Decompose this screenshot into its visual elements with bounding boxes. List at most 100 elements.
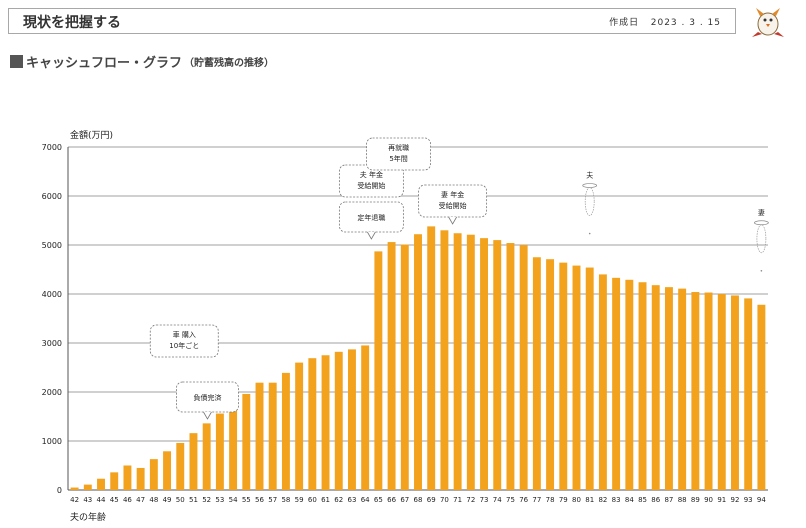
x-tick-label: 64: [361, 496, 370, 504]
x-tick-label: 50: [176, 496, 185, 504]
x-tick-label: 44: [97, 496, 106, 504]
bar: [110, 472, 119, 490]
bar: [281, 372, 290, 490]
section-title-text: キャッシュフロー・グラフ: [26, 56, 183, 71]
x-tick-label: 90: [704, 496, 713, 504]
x-tick-label: 48: [149, 496, 158, 504]
bar: [532, 257, 541, 490]
x-tick-label: 71: [453, 496, 462, 504]
x-tick-label: 68: [414, 496, 423, 504]
bar: [480, 238, 488, 490]
bar: [598, 274, 607, 490]
x-tick-label: 46: [123, 496, 132, 504]
bar: [361, 345, 370, 490]
y-tick-label: 4000: [42, 290, 62, 299]
x-tick-label: 87: [664, 496, 673, 504]
square-bullet-icon: [10, 55, 23, 68]
bar: [268, 382, 277, 490]
bar-series: [70, 226, 766, 491]
bar: [717, 294, 726, 490]
bar: [559, 262, 568, 490]
annotation-text: 受給開始: [439, 201, 467, 210]
bar: [704, 292, 713, 490]
bar: [334, 351, 343, 490]
x-tick-label: 72: [466, 496, 475, 504]
x-tick-label: 62: [334, 496, 343, 504]
bar: [176, 442, 185, 490]
axes: 0 1000 2000 3000 4000 5000 6000 7000 42 43 44 45 46 4…: [42, 143, 767, 504]
x-tick-label: 51: [189, 496, 198, 504]
x-tick-label: 85: [638, 496, 647, 504]
bar: [97, 478, 105, 490]
bar: [123, 465, 132, 490]
bar: [229, 402, 238, 490]
bar: [691, 292, 700, 490]
bar: [572, 265, 581, 490]
x-tick-label: 94: [757, 496, 766, 504]
annotation-callout: 定年退職: [338, 201, 404, 240]
annotation-callout: 再就職 5年間: [366, 137, 431, 171]
x-tick-label: 45: [110, 496, 119, 504]
bar: [348, 349, 356, 490]
y-tick-label: 6000: [42, 192, 62, 201]
bar: [638, 282, 647, 490]
x-tick-label: 56: [255, 496, 264, 504]
bar: [387, 242, 396, 490]
x-tick-label: 58: [281, 496, 290, 504]
bar: [678, 288, 687, 490]
y-axis-label: 金額(万円): [70, 129, 113, 141]
x-tick-label: 60: [308, 496, 317, 504]
x-tick-label: 57: [268, 496, 277, 504]
annotation-text: 5年間: [389, 154, 407, 163]
bar: [427, 226, 436, 490]
x-tick-label: 70: [440, 496, 449, 504]
bar: [625, 279, 634, 490]
x-tick-label: 79: [559, 496, 568, 504]
x-tick-label: 75: [506, 496, 515, 504]
bar: [400, 244, 409, 490]
x-tick-label: 76: [519, 496, 528, 504]
x-tick-label: 73: [480, 496, 489, 504]
bar: [70, 487, 79, 490]
x-tick-label: 52: [202, 496, 211, 504]
x-tick-label: 93: [744, 496, 753, 504]
x-tick-label: 69: [427, 496, 436, 504]
x-tick-label: 89: [691, 496, 700, 504]
y-tick-label: 3000: [42, 339, 62, 348]
bar: [757, 304, 766, 490]
x-tick-label: 78: [546, 496, 555, 504]
x-tick-label: 66: [387, 496, 396, 504]
bar: [612, 277, 621, 490]
bar: [664, 287, 673, 490]
annotation-callout: 車 購入 10年ごと: [149, 324, 219, 358]
x-tick-label: 77: [532, 496, 541, 504]
y-tick-label: 1000: [42, 437, 62, 446]
ghost-icon: 夫: [582, 171, 598, 235]
x-tick-label: 67: [400, 496, 409, 504]
bar: [321, 355, 330, 490]
annotation-text: 夫 年金: [360, 170, 383, 179]
page-title: 現状を把握する: [23, 15, 121, 31]
x-tick-label: 42: [70, 496, 79, 504]
x-tick-label: 74: [493, 496, 502, 504]
x-tick-label: 43: [83, 496, 92, 504]
bar: [374, 251, 383, 490]
y-tick-label: 0: [57, 486, 62, 495]
x-tick-label: 53: [215, 496, 224, 504]
ghost-icon: 妻: [754, 208, 769, 272]
x-tick-label: 81: [585, 496, 594, 504]
section-title: キャッシュフロー・グラフ （貯蓄残高の推移）: [10, 52, 274, 71]
x-tick-label: 47: [136, 496, 145, 504]
bar: [744, 298, 753, 490]
bar: [189, 433, 198, 490]
bar: [163, 451, 172, 490]
annotation-text: 定年退職: [357, 213, 385, 222]
bar: [546, 259, 555, 490]
y-tick-label: 5000: [42, 241, 62, 250]
bar: [585, 267, 594, 490]
marker-label: 夫: [586, 171, 593, 180]
y-tick-label: 7000: [42, 143, 62, 152]
section-subtitle: （貯蓄残高の推移）: [184, 58, 275, 69]
